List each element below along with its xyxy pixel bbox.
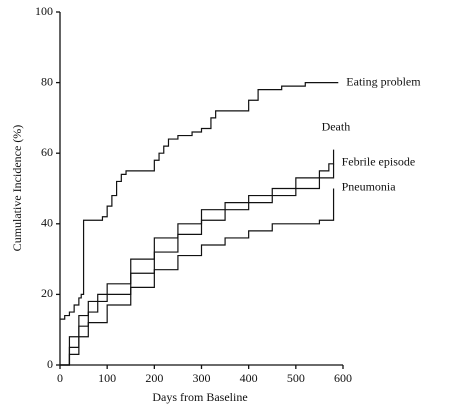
series-label: Pneumonia	[342, 179, 397, 193]
x-tick-label: 600	[334, 371, 352, 385]
x-tick-label: 100	[98, 371, 116, 385]
series-label: Death	[322, 119, 351, 133]
y-tick-label: 60	[41, 145, 53, 159]
y-axis-label: Cumulative Incidence (%)	[10, 125, 24, 252]
series-line	[60, 149, 335, 366]
series-line	[60, 82, 339, 320]
x-tick-label: 0	[57, 371, 63, 385]
series-line	[60, 188, 335, 366]
y-tick-label: 80	[41, 74, 53, 88]
y-tick-label: 20	[41, 286, 53, 300]
x-tick-label: 400	[240, 371, 258, 385]
y-tick-label: 40	[41, 216, 53, 230]
y-tick-label: 100	[35, 4, 53, 18]
x-tick-label: 200	[145, 371, 163, 385]
x-tick-label: 500	[287, 371, 305, 385]
x-axis-label: Days from Baseline	[152, 390, 247, 404]
series-label: Eating problem	[346, 74, 421, 88]
y-tick-label: 0	[47, 357, 53, 371]
series-label: Febrile episode	[342, 155, 416, 169]
series-line	[60, 163, 335, 366]
x-tick-label: 300	[193, 371, 211, 385]
